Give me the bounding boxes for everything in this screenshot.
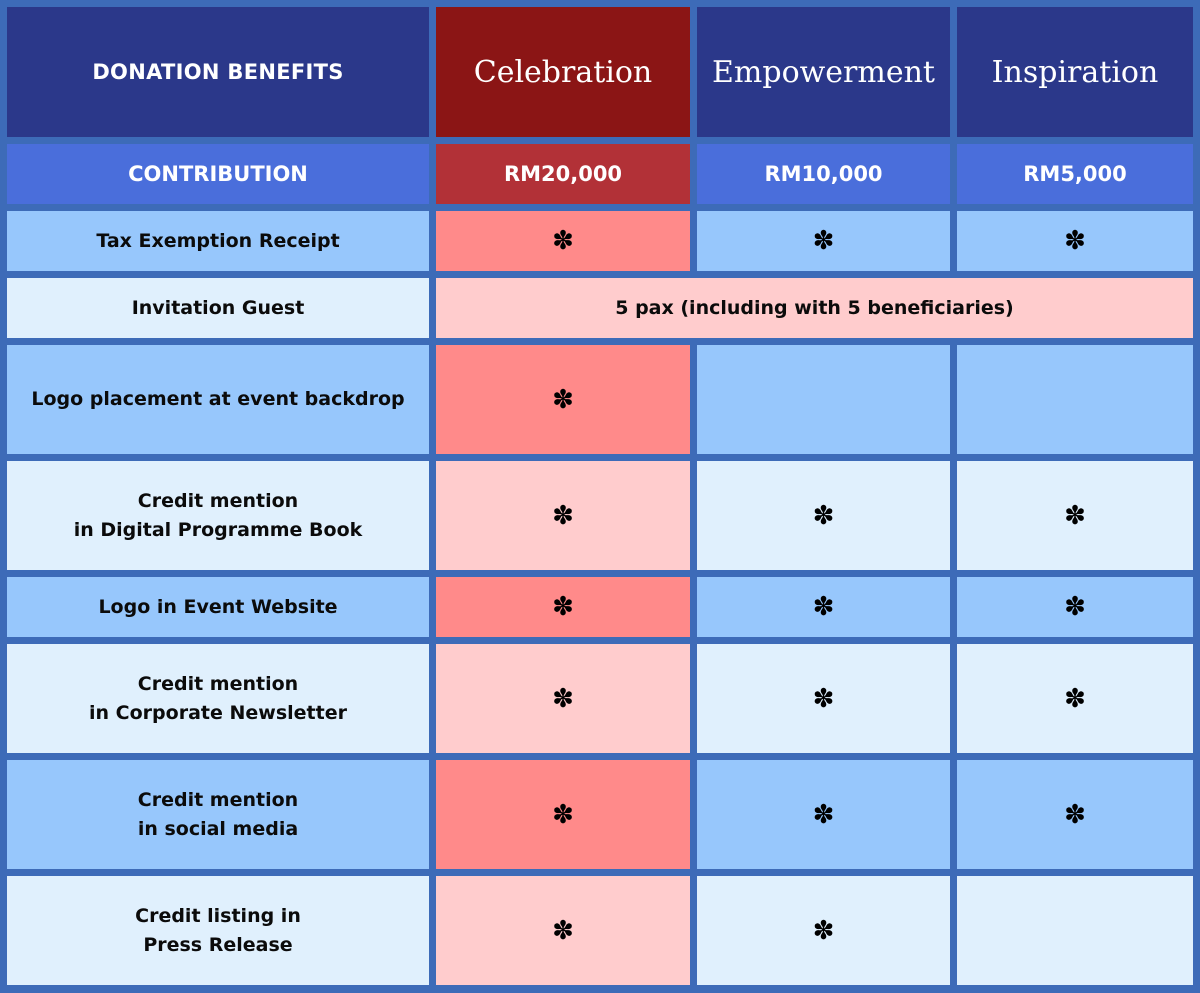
benefit-label: Invitation Guest [7,278,429,338]
benefit-cell-empowerment [697,345,950,454]
benefit-cell-celebration: ✽ [436,876,690,985]
benefit-label: Credit mention in social media [7,760,429,869]
benefit-cell-inspiration: ✽ [957,760,1193,869]
invitation-guest-value: 5 pax (including with 5 beneficiaries) [436,278,1193,338]
flower-asterisk-icon: ✽ [812,799,835,830]
contribution-amount-inspiration: RM5,000 [957,144,1193,204]
benefit-cell-celebration: ✽ [436,644,690,753]
benefit-cell-celebration: ✽ [436,345,690,454]
benefit-label: Logo in Event Website [7,577,429,637]
flower-asterisk-icon: ✽ [1064,683,1086,714]
flower-asterisk-icon: ✽ [552,683,574,714]
benefit-cell-celebration: ✽ [436,461,690,570]
benefit-label: Credit listing in Press Release [7,876,429,985]
flower-asterisk-icon: ✽ [552,384,574,415]
contribution-label: CONTRIBUTION [7,144,429,204]
benefit-cell-inspiration: ✽ [957,577,1193,637]
benefit-cell-inspiration: ✽ [957,461,1193,570]
flower-asterisk-icon: ✽ [552,592,574,622]
benefit-cell-empowerment: ✽ [697,461,950,570]
flower-asterisk-icon: ✽ [812,592,835,622]
benefit-cell-inspiration [957,876,1193,985]
flower-asterisk-icon: ✽ [1064,226,1086,256]
benefit-label: Tax Exemption Receipt [7,211,429,271]
flower-asterisk-icon: ✽ [812,500,835,531]
flower-asterisk-icon: ✽ [812,915,835,946]
flower-asterisk-icon: ✽ [1064,592,1086,622]
benefit-cell-empowerment: ✽ [697,876,950,985]
benefit-cell-empowerment: ✽ [697,644,950,753]
flower-asterisk-icon: ✽ [812,683,835,714]
tier-header-empowerment: Empowerment [697,7,950,137]
benefit-cell-celebration: ✽ [436,211,690,271]
benefit-cell-empowerment: ✽ [697,577,950,637]
benefit-cell-inspiration: ✽ [957,211,1193,271]
benefit-label: Logo placement at event backdrop [7,345,429,454]
flower-asterisk-icon: ✽ [552,915,574,946]
flower-asterisk-icon: ✽ [552,500,574,531]
benefit-cell-celebration: ✽ [436,760,690,869]
contribution-amount-celebration: RM20,000 [436,144,690,204]
flower-asterisk-icon: ✽ [552,226,574,256]
contribution-amount-empowerment: RM10,000 [697,144,950,204]
benefit-label: Credit mention in Corporate Newsletter [7,644,429,753]
flower-asterisk-icon: ✽ [552,799,574,830]
benefit-cell-empowerment: ✽ [697,760,950,869]
benefit-cell-inspiration [957,345,1193,454]
flower-asterisk-icon: ✽ [1064,799,1086,830]
tier-header-inspiration: Inspiration [957,7,1193,137]
benefit-cell-inspiration: ✽ [957,644,1193,753]
table-title: DONATION BENEFITS [7,7,429,137]
flower-asterisk-icon: ✽ [1064,500,1086,531]
benefit-label: Credit mention in Digital Programme Book [7,461,429,570]
benefit-cell-celebration: ✽ [436,577,690,637]
benefit-cell-empowerment: ✽ [697,211,950,271]
flower-asterisk-icon: ✽ [812,226,835,256]
tier-header-celebration: Celebration [436,7,690,137]
